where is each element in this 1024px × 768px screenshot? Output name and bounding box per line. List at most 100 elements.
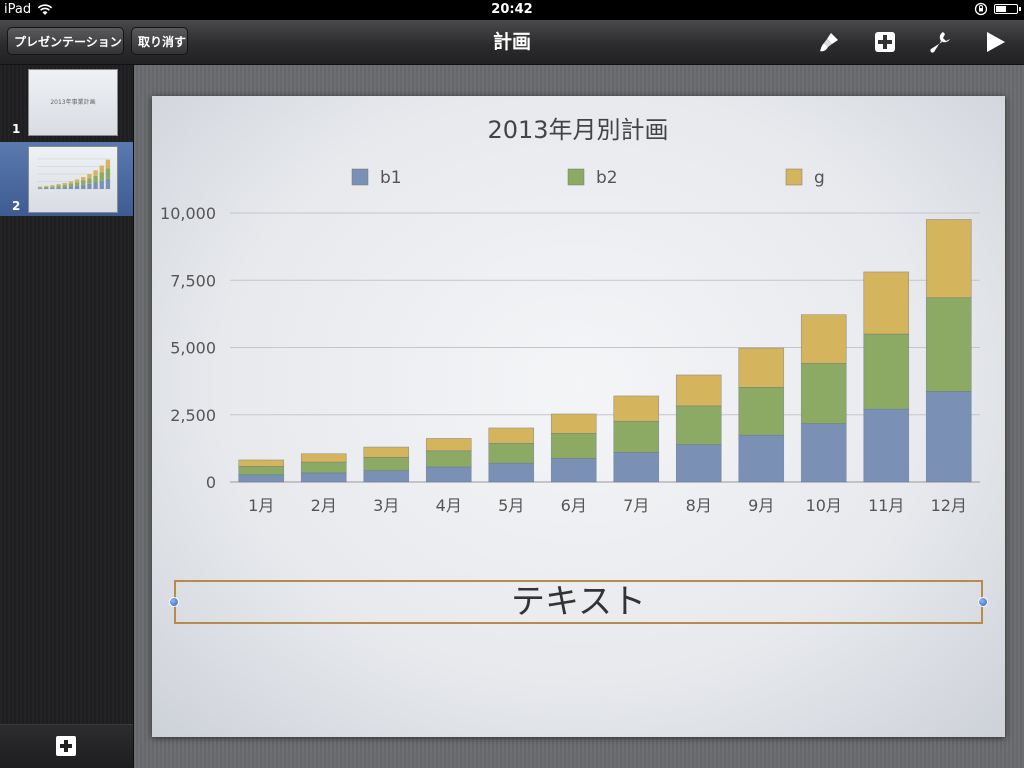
bar-b2[interactable]	[488, 442, 535, 464]
bar-b1[interactable]	[300, 472, 347, 483]
thumbnail-bar	[56, 187, 61, 189]
resize-handle-left[interactable]	[169, 597, 179, 607]
x-tick-label: 1月	[248, 496, 274, 515]
resize-handle-right[interactable]	[978, 597, 988, 607]
wrench-icon[interactable]	[925, 28, 955, 56]
bar-b2[interactable]	[550, 433, 597, 459]
thumbnail-bar	[87, 178, 92, 184]
bar-b2[interactable]	[363, 456, 410, 472]
x-tick-label: 8月	[686, 496, 712, 515]
bar-b1[interactable]	[363, 470, 410, 483]
thumbnail-bar	[87, 183, 92, 189]
bar-b2[interactable]	[675, 405, 722, 445]
bar-b1[interactable]	[550, 458, 597, 483]
thumbnail-bar	[93, 175, 98, 183]
thumbnail-bar	[99, 165, 104, 173]
bar-b2[interactable]	[800, 363, 847, 424]
bar-b2[interactable]	[925, 297, 972, 392]
bar-b2[interactable]	[300, 461, 347, 474]
bar-b2[interactable]	[425, 450, 472, 468]
thumbnail-bar	[105, 159, 111, 169]
thumbnail-bar	[50, 186, 55, 188]
paintbrush-icon[interactable]	[814, 28, 844, 56]
bar-g[interactable]	[363, 446, 410, 458]
x-tick-label: 12月	[931, 496, 967, 515]
bar-b1[interactable]	[238, 474, 285, 483]
x-tick-label: 7月	[623, 496, 649, 515]
bar-g[interactable]	[425, 438, 472, 452]
thumbnail-bar	[68, 181, 74, 184]
thumbnail-bar	[56, 185, 61, 188]
x-tick-label: 11月	[868, 496, 904, 515]
thumbnail-bar	[81, 177, 86, 181]
bar-b1[interactable]	[425, 466, 472, 483]
bar-g[interactable]	[488, 427, 535, 444]
slide-thumbnail-image: 2013年事業計画	[28, 69, 118, 136]
text-box[interactable]: テキスト	[169, 580, 988, 624]
bar-b1[interactable]	[800, 423, 847, 483]
thumbnail-bar	[93, 170, 98, 176]
thumbnail-bar	[62, 184, 67, 187]
thumbnail-bar	[62, 182, 67, 185]
device-label: iPad	[4, 2, 32, 17]
legend-swatch	[785, 168, 803, 186]
add-icon[interactable]	[870, 28, 900, 56]
bar-g[interactable]	[675, 374, 722, 407]
bar-g[interactable]	[613, 395, 660, 422]
thumbnail-bar	[74, 182, 80, 186]
presentation-button[interactable]: プレゼンテーション	[7, 27, 124, 55]
slide-canvas: 2013年月別計画 b1 b2 g 0 2,500 5,000 7,500 10,000 1月 2月…	[134, 65, 1024, 768]
legend-swatch	[351, 168, 369, 186]
bar-b1[interactable]	[738, 434, 785, 483]
bar-g[interactable]	[925, 219, 972, 299]
thumbnail-bar	[44, 185, 49, 187]
bar-b1[interactable]	[675, 444, 722, 483]
bar-b2[interactable]	[613, 420, 660, 453]
thumbnail-bar	[37, 187, 43, 189]
bar-g[interactable]	[800, 314, 847, 364]
thumbnail-chart	[37, 158, 111, 190]
chart[interactable]: 2013年月別計画 b1 b2 g 0 2,500 5,000 7,500 10,000 1月 2月…	[152, 96, 1005, 556]
bar-b1[interactable]	[863, 408, 910, 483]
bar-g[interactable]	[550, 413, 597, 434]
status-bar: iPad 20:42	[0, 0, 1024, 20]
thumbnail-bar	[99, 172, 104, 181]
slide-number: 2	[12, 199, 21, 213]
toolbar: プレゼンテーション 取り消す 計画	[0, 20, 1024, 65]
y-tick-label: 2,500	[170, 406, 216, 425]
thumbnail-bar	[81, 184, 86, 189]
bar-b1[interactable]	[925, 391, 972, 483]
legend-label: b2	[596, 168, 618, 188]
bar-g[interactable]	[863, 271, 910, 335]
thumbnail-title: 2013年事業計画	[50, 99, 96, 106]
rotation-lock-icon	[974, 2, 988, 16]
thumbnail-bar	[68, 186, 74, 189]
add-slide-button[interactable]	[55, 735, 77, 757]
slide-navigator: 2013年事業計画 1 2	[0, 65, 134, 768]
bar-g[interactable]	[238, 459, 285, 467]
battery-icon	[994, 4, 1021, 14]
bar-b2[interactable]	[238, 466, 285, 476]
bar-b1[interactable]	[488, 462, 535, 483]
x-tick-label: 9月	[748, 496, 774, 515]
slide-thumbnail-2[interactable]: 2	[0, 142, 133, 216]
thumbnail-bar	[56, 184, 61, 186]
bar-b2[interactable]	[738, 387, 785, 436]
play-icon[interactable]	[980, 28, 1010, 56]
thumbnail-bar	[87, 174, 92, 179]
bar-b1[interactable]	[613, 452, 660, 483]
x-tick-label: 6月	[561, 496, 587, 515]
text-box-content: テキスト	[511, 582, 646, 622]
status-time: 20:42	[491, 2, 533, 17]
bar-b2[interactable]	[863, 333, 910, 410]
thumbnail-bar	[74, 185, 80, 189]
legend-label: b1	[380, 168, 402, 188]
slide-thumbnail-1[interactable]: 2013年事業計画 1	[0, 65, 133, 139]
bar-g[interactable]	[300, 453, 347, 463]
bar-g[interactable]	[738, 347, 785, 388]
thumbnail-bar	[37, 188, 43, 189]
y-tick-label: 10,000	[160, 204, 216, 223]
thumbnail-bar	[93, 182, 98, 189]
undo-button[interactable]: 取り消す	[131, 27, 188, 55]
thumbnail-bar	[105, 178, 111, 189]
